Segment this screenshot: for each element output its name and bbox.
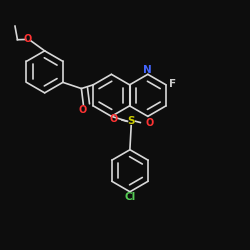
Text: O: O — [24, 34, 32, 44]
Text: F: F — [169, 78, 176, 88]
Text: N: N — [144, 65, 152, 75]
Text: S: S — [128, 116, 135, 126]
Text: O: O — [78, 105, 86, 115]
Text: Cl: Cl — [124, 192, 136, 202]
Text: O: O — [145, 118, 153, 128]
Text: O: O — [109, 114, 117, 124]
